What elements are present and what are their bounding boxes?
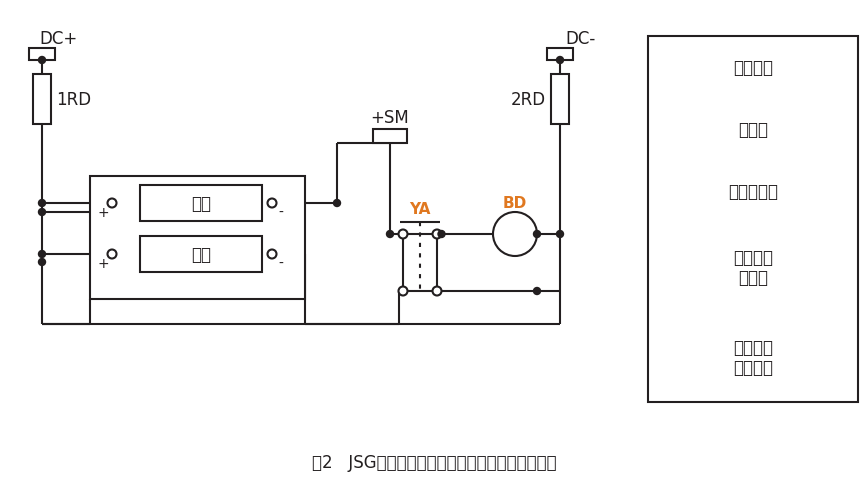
Circle shape xyxy=(534,288,541,295)
Text: 直流母线: 直流母线 xyxy=(733,59,773,77)
Circle shape xyxy=(438,231,445,238)
Circle shape xyxy=(267,199,277,208)
Text: 熔断器: 熔断器 xyxy=(738,121,768,139)
Circle shape xyxy=(108,250,116,259)
Text: 电源: 电源 xyxy=(191,245,211,263)
Circle shape xyxy=(38,251,45,258)
Circle shape xyxy=(386,231,393,238)
Circle shape xyxy=(38,58,45,64)
Text: 图2   JSG系列静态闪光继电器应用外部接线参考图: 图2 JSG系列静态闪光继电器应用外部接线参考图 xyxy=(312,453,556,471)
Circle shape xyxy=(333,200,340,207)
Bar xyxy=(140,186,262,222)
Bar xyxy=(551,75,569,125)
Circle shape xyxy=(556,231,563,238)
Bar xyxy=(547,49,573,61)
Text: +: + xyxy=(97,206,108,220)
Bar xyxy=(648,37,858,402)
Bar xyxy=(33,75,51,125)
Circle shape xyxy=(38,259,45,266)
Circle shape xyxy=(534,231,541,238)
Text: DC-: DC- xyxy=(565,30,595,48)
Circle shape xyxy=(556,58,563,64)
Text: YA: YA xyxy=(410,202,431,217)
Bar xyxy=(140,237,262,272)
Text: 闪光小母线: 闪光小母线 xyxy=(728,182,778,200)
Text: 启动: 启动 xyxy=(191,195,211,212)
Text: 试验按钮
及信号灯: 试验按钮 及信号灯 xyxy=(733,338,773,377)
Text: +: + xyxy=(97,257,108,271)
Text: +SM: +SM xyxy=(371,109,410,127)
Circle shape xyxy=(398,230,407,239)
Text: DC+: DC+ xyxy=(39,30,77,48)
Text: 2RD: 2RD xyxy=(511,91,546,109)
Text: -: - xyxy=(279,257,284,271)
Circle shape xyxy=(267,250,277,259)
Circle shape xyxy=(493,212,537,257)
Circle shape xyxy=(398,287,407,296)
Bar xyxy=(29,49,55,61)
Bar xyxy=(90,177,305,300)
Circle shape xyxy=(432,230,442,239)
Bar xyxy=(373,130,407,144)
Circle shape xyxy=(38,209,45,216)
Text: 静态闪光
断电器: 静态闪光 断电器 xyxy=(733,248,773,287)
Circle shape xyxy=(432,287,442,296)
Text: BD: BD xyxy=(503,195,527,210)
Circle shape xyxy=(108,199,116,208)
Circle shape xyxy=(38,200,45,207)
Text: -: - xyxy=(279,206,284,220)
Text: 1RD: 1RD xyxy=(56,91,91,109)
